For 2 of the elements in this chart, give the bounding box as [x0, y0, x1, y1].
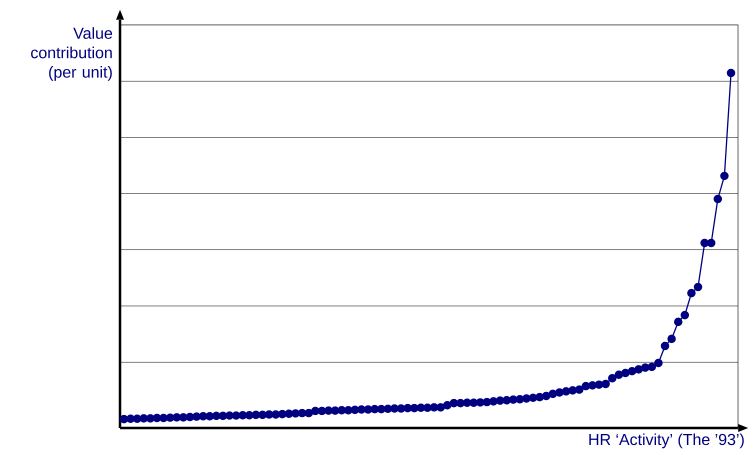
x-axis-title: HR ‘Activity’ (The ’93’) — [589, 433, 744, 448]
y-axis-title: Value contribution (per unit) — [31, 27, 112, 81]
